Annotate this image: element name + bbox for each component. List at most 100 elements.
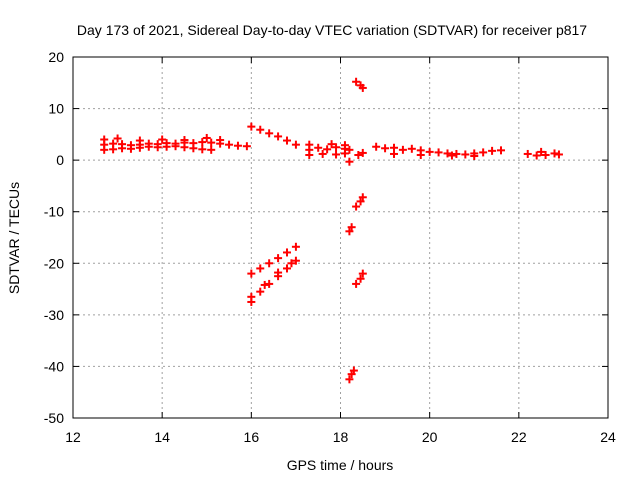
y-tick-label: 20 xyxy=(48,49,64,65)
data-point xyxy=(247,122,256,131)
data-point xyxy=(332,143,341,152)
data-point xyxy=(372,142,381,151)
x-tick-label: 14 xyxy=(154,429,170,445)
data-point xyxy=(461,150,470,159)
data-point xyxy=(180,143,189,152)
x-tick-label: 20 xyxy=(422,429,438,445)
data-point xyxy=(305,150,314,159)
y-tick-label: 0 xyxy=(56,152,64,168)
data-point xyxy=(256,264,265,273)
x-tick-label: 24 xyxy=(600,429,616,445)
data-point xyxy=(314,143,323,152)
data-point xyxy=(291,242,300,251)
data-point xyxy=(153,143,162,152)
chart-title: Day 173 of 2021, Sidereal Day-to-day VTE… xyxy=(77,22,587,38)
data-point xyxy=(398,145,407,154)
x-axis-label: GPS time / hours xyxy=(287,457,394,473)
data-point xyxy=(144,142,153,151)
data-point xyxy=(274,254,283,263)
data-point xyxy=(202,133,211,142)
x-tick-label: 12 xyxy=(65,429,81,445)
y-tick-label: -40 xyxy=(44,358,64,374)
data-point xyxy=(189,144,198,153)
data-point xyxy=(318,149,327,158)
y-tick-label: -20 xyxy=(44,255,64,271)
data-point xyxy=(470,152,479,161)
data-point xyxy=(233,141,242,150)
data-point xyxy=(381,144,390,153)
data-point xyxy=(162,142,171,151)
data-point xyxy=(488,146,497,155)
data-point xyxy=(537,147,546,156)
data-point xyxy=(207,138,216,147)
data-point xyxy=(274,132,283,141)
data-point xyxy=(265,279,274,288)
data-point xyxy=(323,145,332,154)
data-point xyxy=(425,147,434,156)
data-point xyxy=(340,141,349,150)
data-point xyxy=(100,145,109,154)
data-point xyxy=(274,268,283,277)
data-point xyxy=(158,135,167,144)
data-point xyxy=(550,149,559,158)
data-point xyxy=(287,259,296,268)
data-point xyxy=(135,136,144,145)
data-point xyxy=(358,148,367,157)
data-point xyxy=(443,149,452,158)
data-point xyxy=(358,269,367,278)
data-point xyxy=(497,146,505,155)
data-point xyxy=(345,227,354,236)
data-point xyxy=(340,149,349,158)
data-point xyxy=(345,145,354,154)
data-point xyxy=(283,248,291,257)
data-point xyxy=(345,157,354,166)
data-point xyxy=(126,144,135,153)
data-point xyxy=(523,149,532,158)
data-point xyxy=(242,142,251,151)
data-point xyxy=(171,142,180,151)
data-point xyxy=(260,280,269,289)
data-point xyxy=(434,148,443,157)
data-point xyxy=(354,150,363,159)
data-point xyxy=(332,150,341,159)
y-tick-label: -10 xyxy=(44,204,64,220)
data-point xyxy=(327,140,336,149)
data-point xyxy=(180,136,189,145)
data-point xyxy=(198,138,207,147)
data-point xyxy=(207,145,216,154)
y-tick-label: -30 xyxy=(44,307,64,323)
data-point xyxy=(416,150,425,159)
grid-lines xyxy=(73,57,608,418)
x-tick-label: 16 xyxy=(244,429,260,445)
data-point xyxy=(345,375,354,384)
data-point xyxy=(265,259,274,268)
data-point xyxy=(305,140,314,149)
data-point xyxy=(356,274,365,283)
data-point xyxy=(356,197,365,206)
data-point xyxy=(407,144,416,153)
axes: 12 14 16 18 20 22 24 -50 -40 -30 -20 -10 0 10 20 xyxy=(44,49,616,445)
data-point xyxy=(291,256,300,265)
data-point xyxy=(283,264,291,273)
y-tick-label: 10 xyxy=(48,101,64,117)
data-point xyxy=(532,151,541,160)
y-axis-label: SDTVAR / TECUs xyxy=(6,182,22,294)
series-marks xyxy=(100,77,563,384)
data-point xyxy=(352,279,361,288)
data-point xyxy=(100,135,109,144)
data-point xyxy=(256,287,265,296)
data-point xyxy=(347,223,356,232)
data-point xyxy=(452,149,461,158)
data-point xyxy=(447,151,456,160)
data-point xyxy=(554,150,563,159)
data-point xyxy=(358,193,367,202)
data-point xyxy=(256,125,265,134)
data-point xyxy=(265,129,274,138)
data-point xyxy=(109,145,118,154)
data-point xyxy=(291,140,300,149)
data-point xyxy=(352,77,361,86)
data-point xyxy=(352,202,361,211)
data-point xyxy=(247,292,256,301)
data-point xyxy=(225,140,234,149)
